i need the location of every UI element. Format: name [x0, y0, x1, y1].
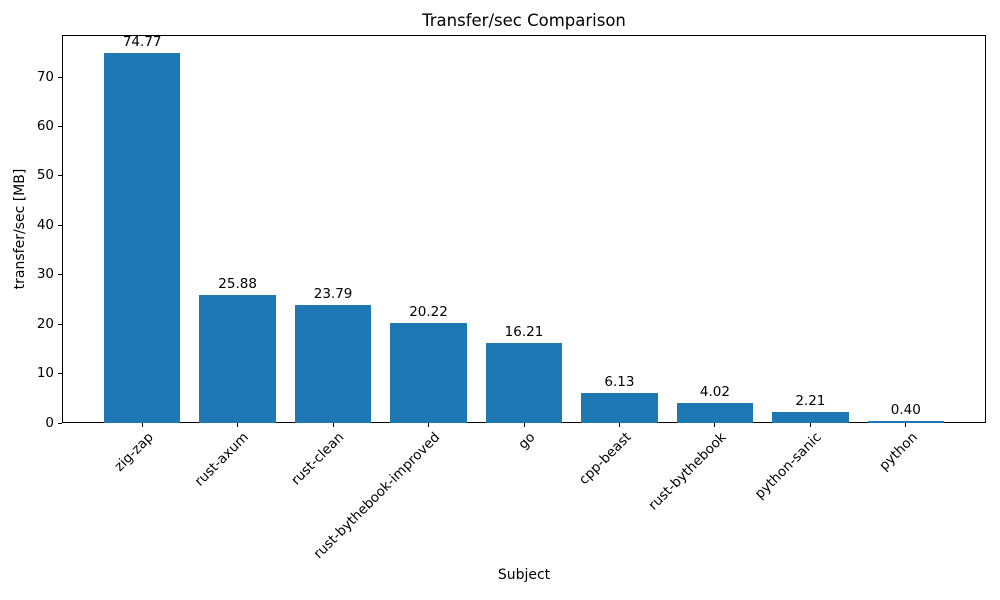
y-tick-mark: [58, 76, 62, 78]
y-tick-mark: [58, 323, 62, 325]
bar-value-label: 25.88: [218, 276, 257, 293]
x-tick-label: python: [875, 429, 921, 475]
bar-value-label: 16.21: [504, 323, 544, 340]
bar-value-label: 0.40: [890, 402, 921, 419]
x-tick-label: zig-zap: [111, 429, 157, 475]
y-tick-mark: [58, 274, 62, 276]
y-axis-label: transfer/sec [MB]: [12, 168, 28, 290]
y-tick-mark: [58, 175, 62, 177]
y-tick-label: 0: [45, 414, 54, 431]
x-tick-mark: [905, 423, 907, 427]
bar-go: [485, 342, 563, 423]
x-tick-mark: [618, 423, 620, 427]
x-tick-mark: [428, 423, 430, 427]
y-tick-label: 60: [36, 117, 54, 134]
y-tick-label: 70: [36, 68, 54, 85]
bar-python-sanic: [772, 412, 849, 423]
bar-value-label: 2.21: [795, 393, 826, 410]
x-tick-mark: [523, 423, 525, 427]
x-tick-mark: [714, 423, 716, 427]
y-tick-mark: [58, 125, 62, 127]
bar-rust-clean: [294, 305, 372, 423]
bar-cpp-beast: [581, 392, 658, 423]
x-tick-label: rust-axum: [191, 429, 253, 490]
x-tick-mark: [809, 423, 811, 427]
y-tick-mark: [58, 373, 62, 375]
bar-rust-axum: [199, 295, 276, 423]
x-tick-mark: [237, 423, 239, 427]
x-axis-label: Subject: [497, 567, 551, 583]
x-tick-label: rust-clean: [288, 429, 348, 489]
y-tick-label: 50: [36, 167, 54, 184]
x-tick-label: rust-bythebook: [645, 429, 730, 514]
bar-rust-bythebook-improved: [390, 323, 467, 423]
bar-python: [867, 421, 944, 423]
bar-value-label: 23.79: [313, 286, 353, 303]
bar-value-label: 74.77: [122, 34, 162, 51]
x-tick-label: python-sanic: [752, 429, 825, 503]
y-tick-label: 20: [36, 315, 54, 332]
x-tick-mark: [332, 423, 334, 427]
x-tick-label: go: [515, 429, 539, 453]
bar-rust-bythebook: [676, 403, 754, 423]
bar-value-label: 4.02: [699, 384, 730, 401]
bar-zig-zap: [104, 53, 181, 423]
bar-value-label: 6.13: [604, 373, 635, 390]
x-tick-mark: [141, 423, 143, 427]
y-tick-label: 10: [36, 365, 54, 382]
y-tick-label: 40: [36, 216, 54, 233]
chart-title: Transfer/sec Comparison: [422, 11, 626, 30]
y-tick-mark: [58, 422, 62, 424]
y-tick-label: 30: [36, 266, 54, 283]
y-tick-mark: [58, 224, 62, 226]
bar-value-label: 20.22: [409, 304, 448, 321]
x-tick-label: cpp-beast: [575, 429, 635, 488]
